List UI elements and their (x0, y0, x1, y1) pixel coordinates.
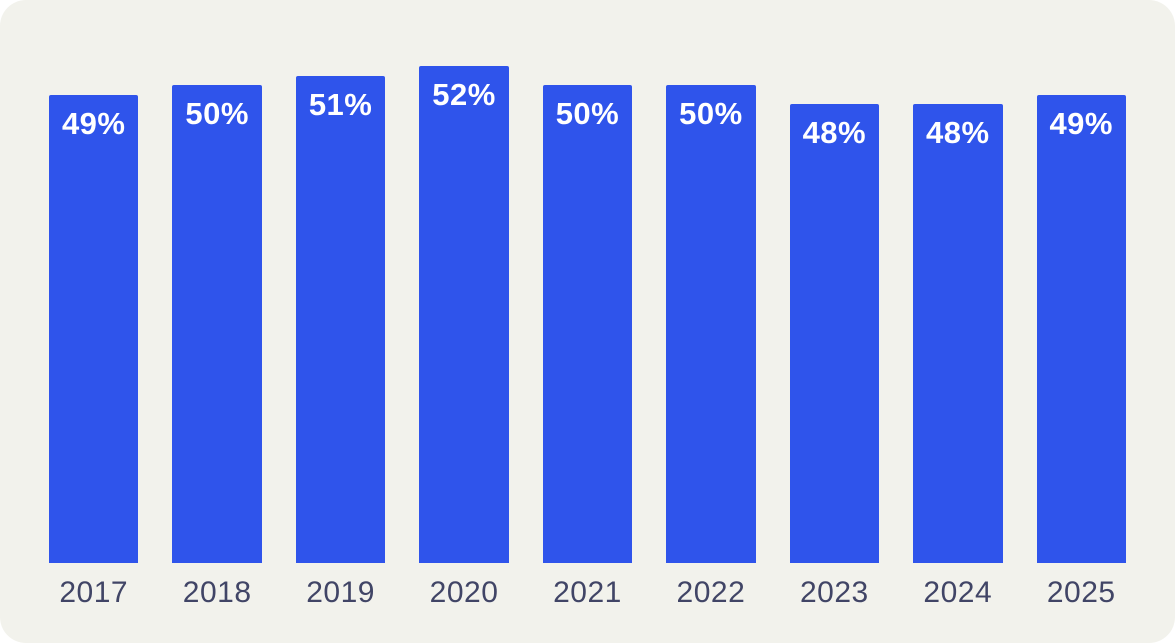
bar-2023: 48% (789, 104, 880, 563)
bar-value-label: 50% (679, 96, 743, 131)
bar-2017: 49% (49, 95, 139, 563)
x-axis-label-2023: 2023 (799, 576, 869, 609)
bar-2018: 50% (172, 85, 262, 563)
x-axis-label-2021: 2021 (553, 576, 622, 609)
x-axis-label-2017: 2017 (59, 576, 129, 609)
x-axis-label-2024: 2024 (923, 576, 993, 609)
bar-value-label: 48% (802, 115, 867, 150)
bar-value-label: 49% (1049, 106, 1113, 141)
bar-2019: 51% (295, 76, 386, 563)
x-axis-label-2025: 2025 (1046, 576, 1116, 609)
bar-value-label: 48% (926, 115, 990, 150)
x-axis-labels: 2017 2018 2019 2020 2021 2022 2023 2024 2025 (49, 578, 1126, 608)
bar-chart-plot-area: 49% 50% 51% 52% 50% 50% 48% 48% 49% (49, 66, 1126, 563)
bar-2021: 50% (542, 85, 633, 563)
x-axis-label-2020: 2020 (429, 576, 499, 609)
bar-value-label: 52% (432, 77, 496, 112)
bar-2024: 48% (913, 104, 1003, 563)
bar-2022: 50% (666, 85, 756, 563)
x-axis-label-2019: 2019 (306, 576, 375, 609)
bar-value-label: 50% (555, 96, 620, 131)
bar-value-label: 49% (61, 106, 126, 141)
bar-2025: 49% (1036, 95, 1126, 563)
bar-value-label: 50% (185, 96, 249, 131)
bar-value-label: 51% (308, 87, 373, 122)
x-axis-label-2018: 2018 (182, 576, 252, 609)
bar-2020: 52% (419, 66, 509, 563)
x-axis-label-2022: 2022 (676, 576, 746, 609)
